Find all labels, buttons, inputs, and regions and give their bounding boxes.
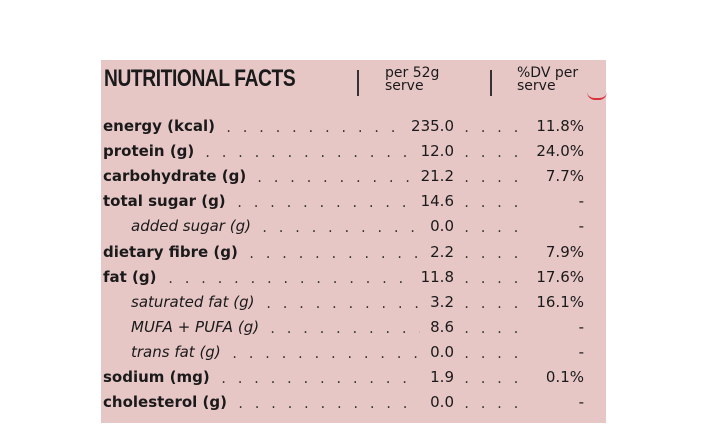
nutrient-name: sodium (mg): [103, 368, 210, 386]
leader-dots: . . . . . . . .: [463, 372, 523, 386]
daily-value-percent: 11.8%: [536, 117, 584, 135]
leader-dots: . . . . . . . . . . . . . . . . . . . . …: [204, 146, 411, 161]
nutrient-row: saturated fat (g) . . . . . . . . . . . .…: [101, 290, 606, 314]
leader-dots: . . . . . . . . . . . . . . . . . . . . …: [231, 346, 420, 361]
nutrient-row: total sugar (g) . . . . . . . . . . . . .…: [101, 189, 606, 213]
nutrient-row: fat (g) . . . . . . . . . . . . . . . . .…: [101, 265, 606, 289]
leader-dots: . . . . . . . . . . . . . . . . . . . . …: [220, 372, 420, 386]
leader-dots: . . . . . . . . . . . . . . . . . . . . …: [269, 321, 420, 336]
per-serve-value: 0.0: [430, 217, 454, 236]
nutrient-name: protein (g): [103, 142, 195, 161]
daily-value-percent: 17.6%: [536, 267, 584, 286]
nutrient-row: protein (g) . . . . . . . . . . . . . . .…: [101, 139, 606, 163]
nutrient-row: energy (kcal) . . . . . . . . . . . . . .…: [101, 114, 606, 138]
leader-dots: . . . . . . . .: [463, 121, 523, 135]
leader-dots: . . . . . . . .: [463, 246, 523, 261]
nutrient-row: trans fat (g) . . . . . . . . . . . . . .…: [101, 340, 606, 364]
leader-dots: . . . . . . . . . . . . . . . . . . . . …: [167, 271, 411, 286]
leader-dots: . . . . . . . . . . . . . . . . . . . . …: [261, 221, 420, 236]
per-serve-header-line2: serve: [385, 78, 424, 94]
leader-dots: . . . . . . . .: [463, 271, 523, 286]
per-serve-value: 11.8: [420, 267, 454, 286]
per-serve-value: 1.9: [430, 368, 454, 386]
nutrient-name: carbohydrate (g): [103, 167, 247, 186]
per-serve-header-line1: per 52g: [385, 65, 440, 81]
per-serve-value: 8.6: [430, 317, 454, 336]
leader-dots: . . . . . . . . . . . . . . . . . . . . …: [248, 246, 420, 261]
leader-dots: . . . . . . . . . . . . . . . . . . . . …: [236, 196, 411, 211]
nutrient-name: total sugar (g): [103, 192, 226, 211]
per-serve-column-header: per 52g serve: [385, 65, 440, 94]
nutrition-facts-panel: NUTRITIONAL FACTS per 52g serve %DV per …: [101, 60, 607, 423]
leader-dots: . . . . . . . .: [463, 146, 523, 161]
per-serve-value: 0.0: [430, 393, 454, 412]
per-serve-value: 3.2: [430, 292, 454, 311]
per-serve-value: 21.2: [420, 167, 454, 186]
leader-dots: . . . . . . . . . . . . . . . . . . . . …: [225, 121, 401, 135]
nutrient-name: energy (kcal): [103, 117, 216, 135]
per-serve-value: 14.6: [420, 192, 454, 211]
nutrient-name: MUFA + PUFA (g): [131, 317, 260, 336]
leader-dots: . . . . . . . . . . . . . . . . . . . . …: [265, 296, 420, 311]
nutrient-row: cholesterol (g) . . . . . . . . . . . . .…: [101, 390, 606, 414]
red-pen-mark: [587, 92, 607, 100]
leader-dots: . . . . . . . . . . . . . . . . . . . . …: [237, 397, 420, 412]
nutrient-name: fat (g): [103, 267, 157, 286]
nutrient-row: dietary fibre (g) . . . . . . . . . . . .…: [101, 240, 606, 264]
dv-header-line2: serve: [517, 78, 556, 94]
leader-dots: . . . . . . . .: [463, 321, 523, 336]
daily-value-percent: -: [578, 317, 584, 336]
dv-header-line1: %DV per: [517, 65, 579, 81]
header-divider: [357, 70, 359, 96]
nutrient-row: MUFA + PUFA (g) . . . . . . . . . . . . .…: [101, 315, 606, 339]
leader-dots: . . . . . . . .: [463, 346, 523, 361]
nutrient-name: added sugar (g): [131, 217, 251, 236]
daily-value-percent: -: [578, 192, 584, 211]
nutrient-name: trans fat (g): [131, 342, 221, 361]
daily-value-percent: 16.1%: [536, 292, 584, 311]
header-divider: [490, 70, 492, 96]
nutrient-row: added sugar (g) . . . . . . . . . . . . .…: [101, 214, 606, 238]
daily-value-percent: 24.0%: [536, 142, 584, 161]
per-serve-value: 12.0: [420, 142, 454, 161]
daily-value-percent: 0.1%: [545, 368, 584, 386]
leader-dots: . . . . . . . . . . . . . . . . . . . . …: [256, 171, 411, 186]
leader-dots: . . . . . . . .: [463, 196, 523, 211]
leader-dots: . . . . . . . .: [463, 397, 523, 412]
daily-value-percent: -: [578, 342, 584, 361]
nutrient-name: cholesterol (g): [103, 393, 227, 412]
leader-dots: . . . . . . . .: [463, 221, 523, 236]
daily-value-percent: -: [578, 217, 584, 236]
daily-value-percent: 7.7%: [545, 167, 584, 186]
dv-column-header: %DV per serve: [517, 65, 579, 94]
per-serve-value: 235.0: [411, 117, 454, 135]
daily-value-percent: -: [578, 393, 584, 412]
nutrient-name: dietary fibre (g): [103, 242, 238, 261]
per-serve-value: 0.0: [430, 342, 454, 361]
nutrient-name: saturated fat (g): [131, 292, 255, 311]
panel-title: NUTRITIONAL FACTS: [104, 65, 296, 92]
nutrient-row: carbohydrate (g) . . . . . . . . . . . . …: [101, 164, 606, 188]
leader-dots: . . . . . . . .: [463, 296, 523, 311]
daily-value-percent: 7.9%: [545, 242, 584, 261]
leader-dots: . . . . . . . .: [463, 171, 523, 186]
nutrient-row: sodium (mg) . . . . . . . . . . . . . . .…: [101, 365, 606, 389]
per-serve-value: 2.2: [430, 242, 454, 261]
